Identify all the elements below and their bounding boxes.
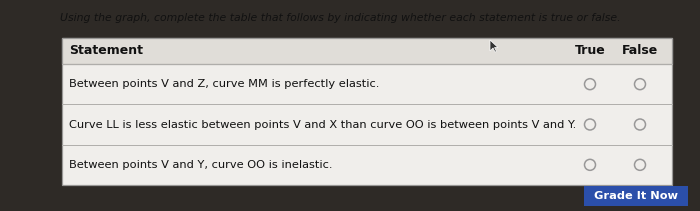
Text: Curve LL is less elastic between points V and X than curve OO is between points : Curve LL is less elastic between points … <box>69 119 576 130</box>
Text: False: False <box>622 45 658 58</box>
Polygon shape <box>490 40 498 52</box>
Text: Statement: Statement <box>69 45 143 58</box>
Text: True: True <box>575 45 606 58</box>
Bar <box>62 38 672 185</box>
Text: Grade It Now: Grade It Now <box>594 191 678 201</box>
Bar <box>62 38 672 64</box>
Bar <box>584 186 688 206</box>
Bar <box>0 0 30 211</box>
Text: Between points V and Y, curve OO is inelastic.: Between points V and Y, curve OO is inel… <box>69 160 332 170</box>
Text: Between points V and Z, curve MM is perfectly elastic.: Between points V and Z, curve MM is perf… <box>69 79 379 89</box>
Text: Using the graph, complete the table that follows by indicating whether each stat: Using the graph, complete the table that… <box>60 13 621 23</box>
